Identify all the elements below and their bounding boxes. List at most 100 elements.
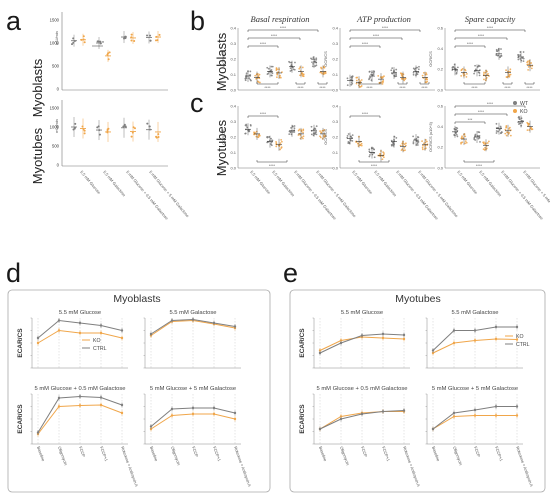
- c-point: [484, 146, 486, 149]
- a-bot-point: [148, 125, 151, 128]
- d-sub1-point: [170, 319, 174, 322]
- c-point: [268, 136, 271, 138]
- e-sub1-point: [494, 325, 498, 329]
- b-ytick: 0.0: [437, 87, 443, 92]
- c-point: [315, 131, 317, 133]
- b-point: [517, 54, 520, 56]
- d-ylabel: ECAR/CS: [17, 328, 24, 358]
- e-sub3-point: [494, 405, 498, 408]
- b-point: [484, 71, 487, 74]
- a-bot-point: [146, 122, 149, 125]
- e-sub0-point: [402, 337, 406, 341]
- d-sub2-point: [78, 404, 82, 407]
- b-sig-bracket-label: ****: [382, 25, 389, 30]
- b-sig-bracket: [247, 29, 319, 32]
- d-sub3-point: [233, 411, 237, 415]
- e-sub3-point: [473, 408, 477, 412]
- a-bot-point: [132, 126, 135, 129]
- a-bot-point: [74, 122, 77, 125]
- c-point: [275, 141, 277, 143]
- c-point: [412, 135, 415, 138]
- c-point: [500, 132, 503, 134]
- b-ytick: 0.0: [332, 87, 338, 92]
- b-ytick: 0.3: [332, 41, 338, 46]
- b-ytick: 0.1: [332, 72, 338, 77]
- b-point: [403, 79, 406, 82]
- b-point: [379, 76, 382, 79]
- b-sig-bracket: [247, 37, 301, 40]
- b-point: [473, 72, 475, 75]
- c-sig-bracket-label: ****: [362, 111, 369, 116]
- b-ytick: 0.4: [230, 25, 236, 30]
- d-sub0-point: [120, 329, 124, 332]
- c-sig-bracket: [454, 121, 486, 124]
- c-point: [477, 135, 480, 138]
- c-point: [474, 139, 477, 141]
- d-ylabel: ECAR/CS: [17, 404, 24, 434]
- c-point: [499, 125, 502, 128]
- c-point: [487, 140, 490, 143]
- b-point: [359, 82, 362, 85]
- c-point: [302, 129, 305, 132]
- b-point: [412, 67, 415, 70]
- c-point: [421, 140, 423, 142]
- b-point: [496, 50, 499, 53]
- c-point: [464, 142, 467, 145]
- d-title: Myoblasts: [113, 293, 160, 305]
- a-bot-ytick: 500: [52, 144, 60, 149]
- b-point: [401, 78, 403, 80]
- e-legend-ko: KO: [516, 334, 524, 340]
- b-ytick: 0.6: [437, 25, 443, 30]
- d-sub0-subtitle: 5.5 mM Glucose: [59, 310, 101, 316]
- c-point: [505, 126, 508, 129]
- d-sub0-point: [57, 319, 61, 322]
- c-point: [246, 126, 249, 129]
- c-point: [483, 141, 485, 144]
- row-label-myoblasts-a: Myoblasts: [30, 58, 45, 117]
- c-point: [527, 123, 529, 125]
- e-sub2-xtick-label: Oligomycin: [339, 446, 350, 466]
- b-sig-bracket-label: ****: [478, 33, 485, 38]
- b-point: [400, 72, 402, 75]
- c-point: [421, 148, 424, 151]
- b-ytick: 0.0: [230, 87, 236, 92]
- b-point: [453, 66, 455, 69]
- c-point: [314, 128, 317, 131]
- c-point: [382, 156, 385, 159]
- c-point: [390, 144, 393, 147]
- b-point: [381, 82, 384, 85]
- c-point: [416, 142, 419, 145]
- b-point: [321, 72, 323, 75]
- a-bot-point: [133, 127, 136, 130]
- b-sig-bracket: [247, 45, 279, 48]
- legend-ko: KO: [520, 109, 528, 115]
- e-sub3-point: [473, 414, 477, 417]
- c-sig-bracket: [463, 160, 495, 163]
- b-sig-bracket-label: ****: [260, 41, 267, 46]
- b-point: [270, 74, 273, 77]
- b-point: [508, 75, 511, 78]
- bc-xtick-label: 5 mM Glucose + 5 mM Galactose: [417, 169, 460, 218]
- c-sig-bracket-label: ****: [476, 163, 483, 168]
- a-ylabel-top: mU/min: [54, 31, 59, 45]
- c-point: [393, 135, 396, 138]
- c-point: [279, 148, 282, 151]
- b-sig-bracket: [317, 82, 328, 85]
- panel-label-b: b: [190, 6, 205, 36]
- c-ylabel: OCR/CS: [221, 129, 226, 145]
- b-sig-bracket: [502, 82, 513, 85]
- e-sub2-xtick-label: FCCP: [360, 446, 369, 458]
- c-sig-bracket: [256, 160, 288, 163]
- a-bot-point: [72, 128, 75, 131]
- b-ylabel: OCR/CS: [323, 51, 328, 67]
- c-point: [456, 135, 459, 138]
- c-point: [323, 136, 325, 138]
- e-sub1-subtitle: 5.5 mM Galactose: [451, 310, 498, 316]
- b-point: [275, 69, 278, 72]
- a-top-point: [83, 41, 86, 44]
- panel-label-c: c: [190, 88, 204, 118]
- c-point: [245, 125, 248, 127]
- a-bot-ytick: 0: [57, 163, 60, 168]
- d-sub3-xtick-label: Rotenone + Antimycin A: [233, 446, 252, 488]
